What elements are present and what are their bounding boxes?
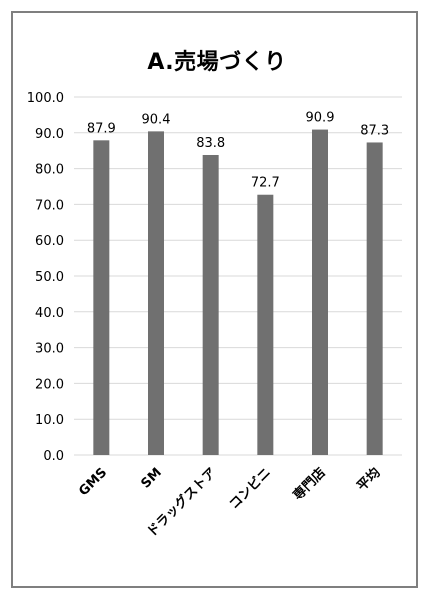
bar [93,140,110,455]
x-tick-label: GMS [76,465,110,499]
data-label: 90.4 [142,112,171,127]
y-tick-label: 10.0 [35,413,64,428]
x-tick-label: コンビニ [226,465,274,513]
x-tick-label: 平均 [354,465,384,495]
y-tick-label: 30.0 [35,342,64,357]
y-tick-label: 70.0 [35,198,64,213]
y-tick-label: 0.0 [43,449,64,464]
bar [202,154,219,455]
y-tick-label: 80.0 [35,163,64,178]
y-tick-label: 90.0 [35,127,64,142]
bar [148,131,164,456]
data-label: 90.9 [306,111,335,126]
y-tick-label: 100.0 [27,91,64,106]
data-label: 87.9 [87,121,116,136]
data-label: 83.8 [196,136,225,151]
y-tick-label: 60.0 [35,234,64,249]
y-tick-label: 40.0 [35,306,64,321]
data-label: 72.7 [251,176,280,191]
bar [257,194,274,455]
bar [312,129,328,455]
x-tick-label: 専門店 [290,465,329,504]
y-tick-label: 50.0 [35,270,64,285]
x-tick-label: SM [138,465,164,491]
chart-title: A.売場づくり [147,50,287,75]
y-tick-label: 20.0 [35,377,64,392]
data-label: 87.3 [360,123,389,138]
bar [366,142,383,455]
